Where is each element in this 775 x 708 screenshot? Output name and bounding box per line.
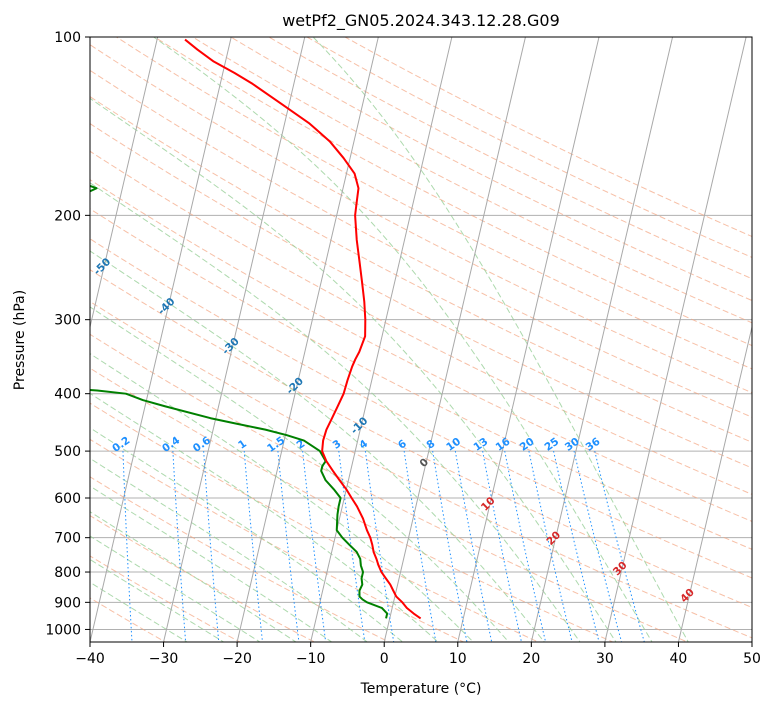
temperature-line <box>184 38 422 620</box>
mixing-ratio-line <box>482 451 522 642</box>
dry-adiabat-line <box>90 476 391 642</box>
moist-adiabat-line <box>90 250 545 642</box>
dry-adiabat-line <box>90 367 614 642</box>
x-tick-label: 0 <box>380 651 389 667</box>
dry-adiabat-line <box>90 333 689 642</box>
x-tick-label: −40 <box>75 651 105 667</box>
mixing-ratio-line <box>122 451 133 642</box>
chart-title: wetPf2_GN05.2024.343.12.28.G09 <box>282 11 560 31</box>
moist-adiabat-line <box>90 457 369 642</box>
x-tick-label: 30 <box>596 651 614 667</box>
y-tick-label: 700 <box>54 531 81 547</box>
moist-adiabat-line <box>90 511 297 642</box>
dry-adiabat-line <box>344 37 752 238</box>
isotherm-line <box>90 37 159 330</box>
moist-adiabat-line <box>90 427 404 642</box>
moist-adiabat-line <box>90 97 617 642</box>
mixing-ratio-line <box>454 451 493 642</box>
isotherm-line <box>604 37 747 642</box>
moist-adiabat-line <box>312 37 689 642</box>
mixing-ratio-line <box>504 451 547 642</box>
y-tick-label: 400 <box>54 387 81 403</box>
y-tick-label: 900 <box>54 595 81 611</box>
dry-adiabat-line <box>191 37 752 324</box>
dry-adiabat-line <box>90 96 752 443</box>
dry-adiabat-line <box>115 37 752 370</box>
isotherm-line <box>677 324 752 642</box>
mixing-ratio-line <box>528 450 573 642</box>
dry-adiabat-line <box>90 208 752 550</box>
sounding-profiles <box>90 38 422 620</box>
y-axis-label: Pressure (hPa) <box>12 290 28 390</box>
dry-adiabat-line <box>90 438 465 642</box>
x-tick-label: 50 <box>743 651 761 667</box>
x-tick-label: 40 <box>670 651 688 667</box>
isotherm-line <box>236 37 379 642</box>
plot-frame <box>89 36 753 643</box>
isotherm-line <box>383 37 526 642</box>
dry-adiabat-line <box>90 269 752 609</box>
x-tick-label: −20 <box>222 651 252 667</box>
moist-adiabat-line <box>90 558 225 642</box>
y-tick-label: 200 <box>54 208 81 224</box>
x-tick-label: 10 <box>449 651 467 667</box>
moist-adiabat-line <box>90 306 510 642</box>
x-tick-label: −10 <box>296 651 326 667</box>
dry-adiabat-line <box>153 37 752 347</box>
x-tick-label: 20 <box>522 651 540 667</box>
isotherm-line <box>163 37 306 642</box>
moist-adiabat-line <box>90 581 189 642</box>
dry-adiabat-line <box>90 69 752 418</box>
mixing-ratio-line <box>573 450 623 642</box>
background-lines <box>90 37 752 642</box>
moist-adiabat-line <box>90 182 581 642</box>
x-tick-label: −30 <box>149 651 179 667</box>
mixing-ratio-line <box>553 450 600 642</box>
dewpoint-line <box>90 184 389 619</box>
dry-adiabat-line <box>90 300 752 639</box>
y-tick-label: 600 <box>54 491 81 507</box>
moist-adiabat-line <box>90 485 333 642</box>
isotherm-line <box>90 37 232 642</box>
axes: −40 −30 −20 −10 0 10 20 30 40 50 100 200 300 400 500 60… <box>45 30 761 667</box>
mixing-ratio-line <box>172 451 187 642</box>
y-tick-label: 500 <box>54 444 81 460</box>
x-axis-label: Temperature (°C) <box>360 681 482 697</box>
y-tick-label: 300 <box>54 313 81 329</box>
y-tick-label: 100 <box>54 30 81 46</box>
dry-adiabat-line <box>90 150 752 495</box>
y-tick-label: 800 <box>54 565 81 581</box>
dry-adiabat-line <box>267 37 752 280</box>
isotherm-line <box>530 37 674 642</box>
isotherm-line <box>457 37 600 642</box>
dry-adiabat-line <box>90 44 752 394</box>
isotherm-line <box>310 37 453 642</box>
mixing-ratio-line <box>594 450 645 642</box>
y-tick-label: 1000 <box>45 622 81 638</box>
